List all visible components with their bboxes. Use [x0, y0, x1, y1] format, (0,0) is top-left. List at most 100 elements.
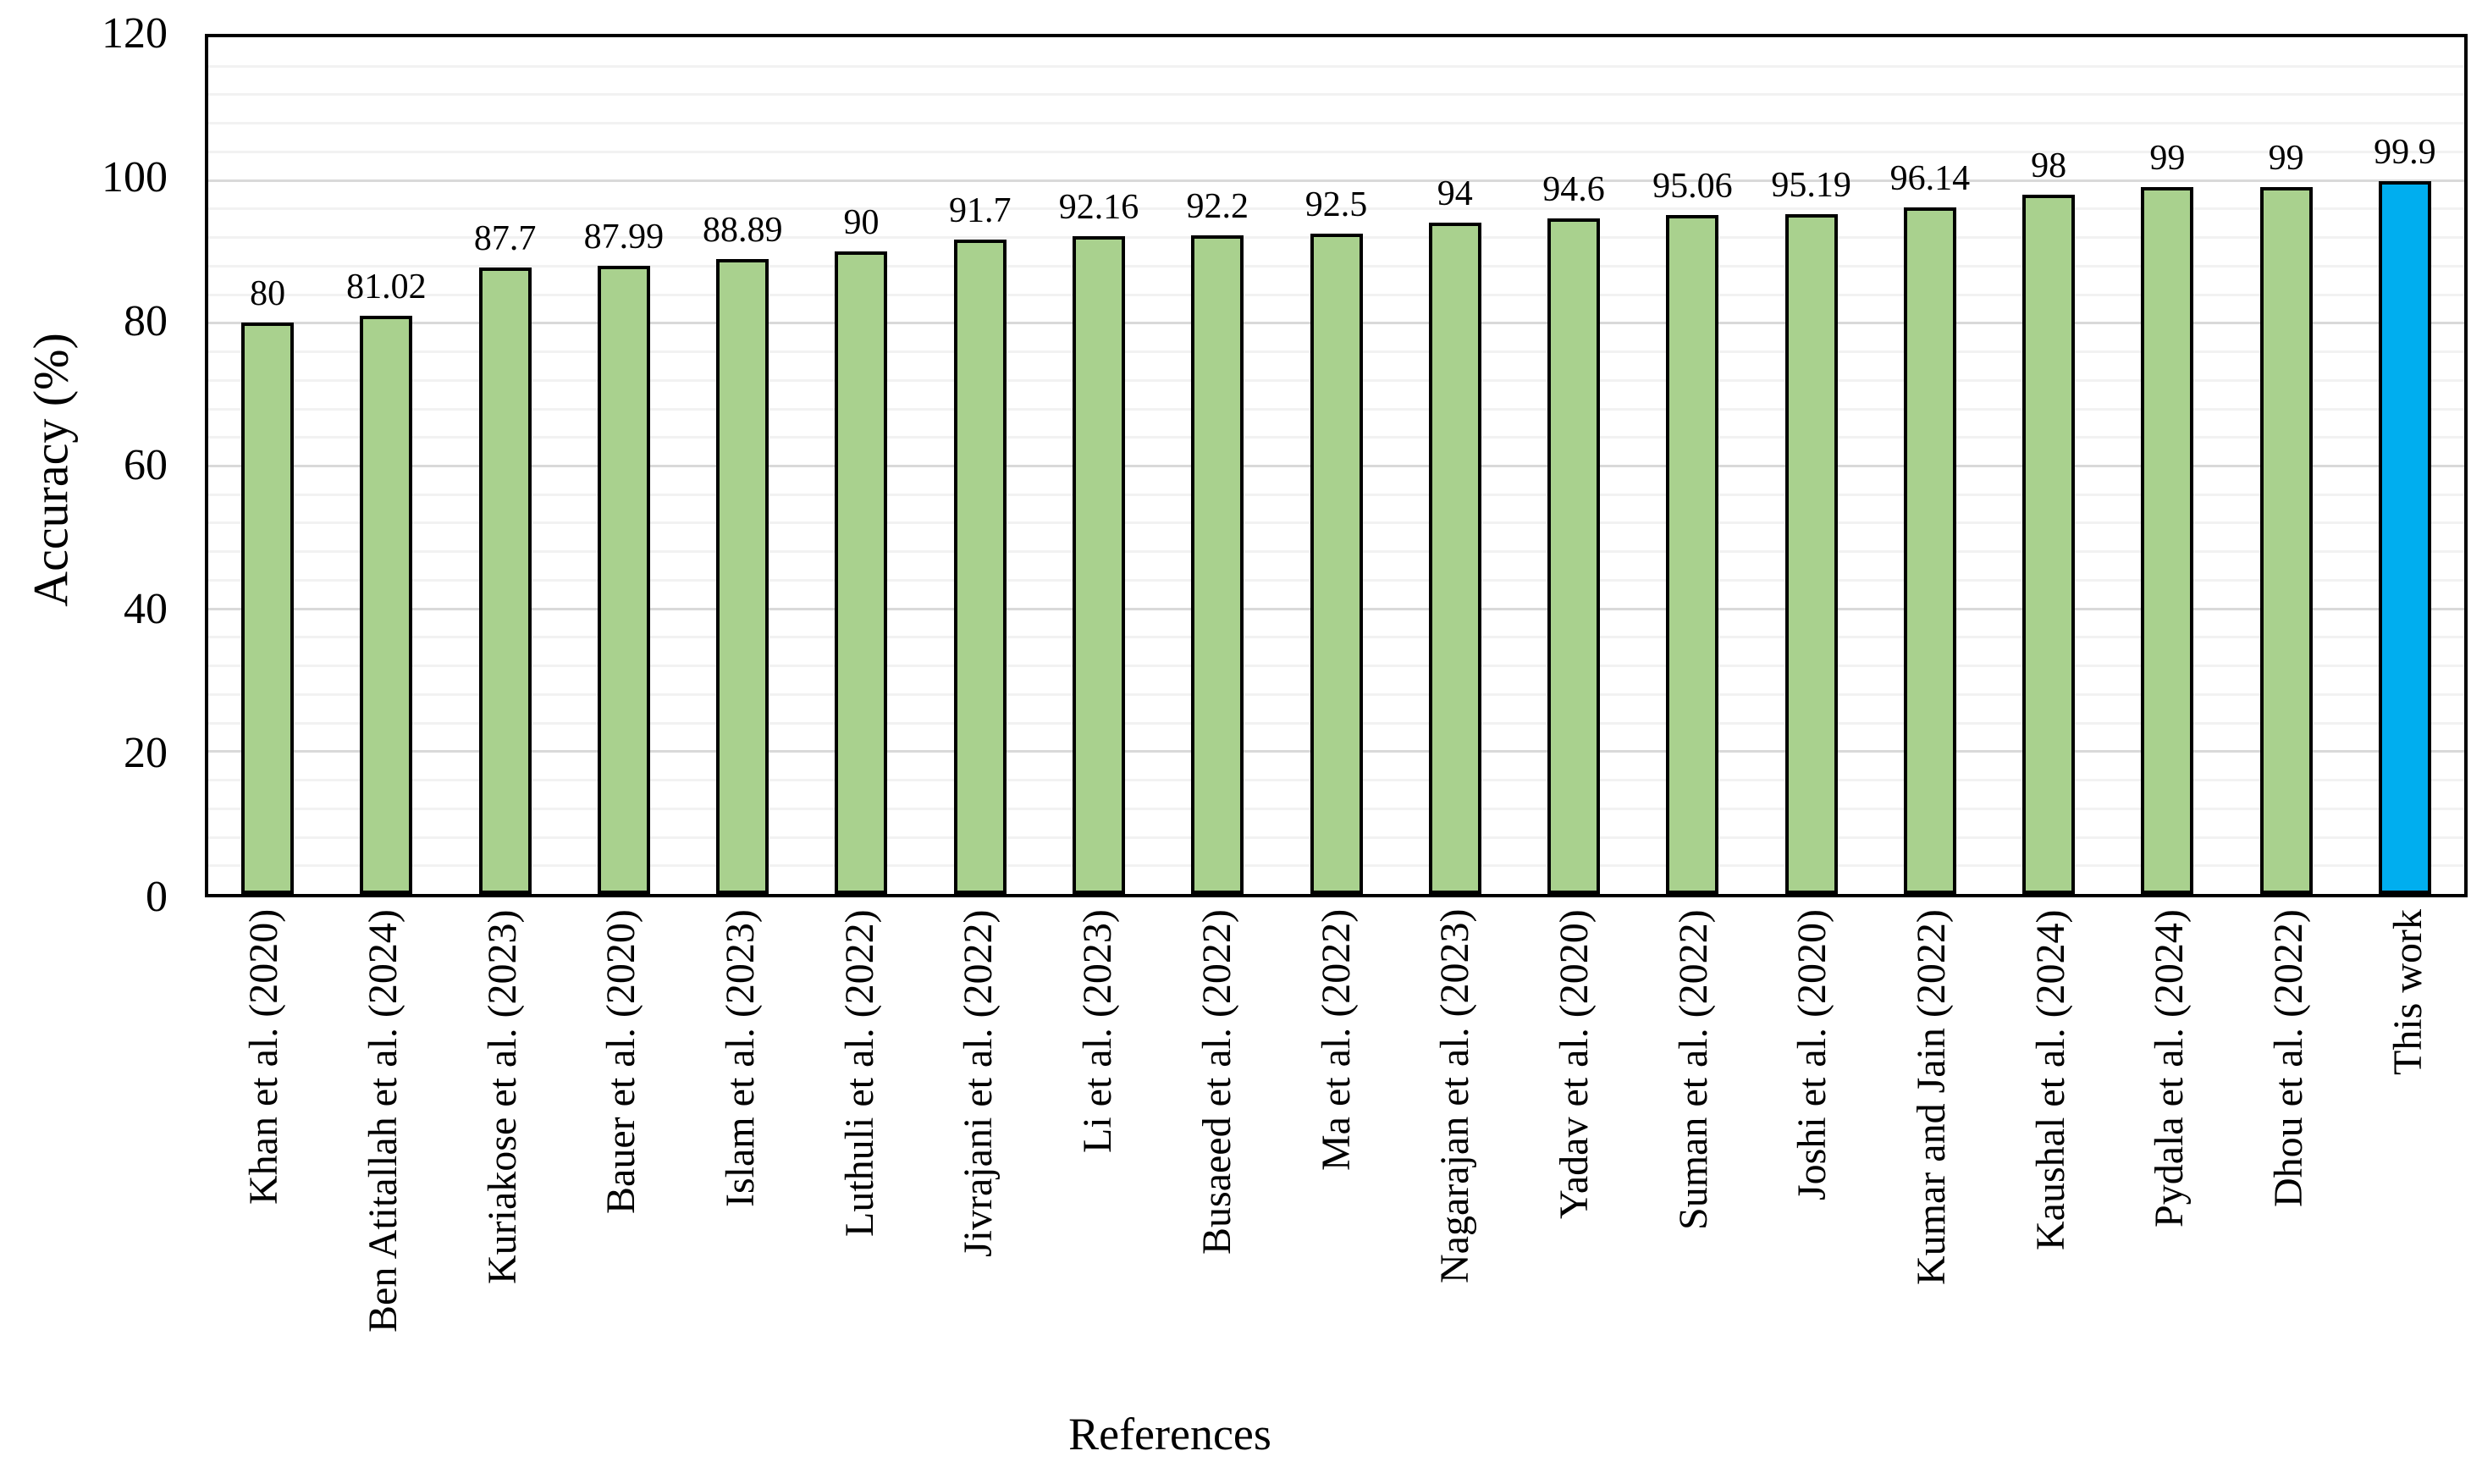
- x-label-cell: Khan et al. (2020): [205, 909, 324, 1409]
- bar: [2259, 187, 2313, 894]
- bar: [1428, 223, 1481, 894]
- x-category-label: Kaushal et al. (2024): [2027, 909, 2073, 1250]
- bar: [1072, 235, 1125, 894]
- bars-container: 80 81.02 87.7 87.99 88.89 90 91.7 92.16 92.2 92.5…: [208, 37, 2464, 894]
- bar-value-label: 99: [2268, 139, 2304, 179]
- bar-slot: 95.06: [1633, 37, 1751, 894]
- x-label-cell: Luthuli et al. (2022): [800, 909, 919, 1409]
- bar-value-label: 94.6: [1542, 170, 1605, 210]
- bar-value-label: 91.7: [948, 190, 1012, 230]
- x-category-label: Kuriakose et al. (2023): [479, 909, 525, 1284]
- x-category-label: Li et al. (2023): [1075, 909, 1121, 1153]
- plot-area: 80 81.02 87.7 87.99 88.89 90 91.7 92.16 92.2 92.5…: [205, 34, 2468, 897]
- bar-slot: 91.7: [921, 37, 1040, 894]
- bar-slot: 88.89: [683, 37, 802, 894]
- y-tick-label: 20: [124, 729, 168, 777]
- x-label-cell: Bauer et al. (2020): [562, 909, 681, 1409]
- bar-slot: 90: [802, 37, 920, 894]
- x-category-label: Luthuli et al. (2022): [836, 909, 882, 1237]
- x-category-label: Busaeed et al. (2022): [1194, 909, 1239, 1255]
- x-category-label: Bauer et al. (2020): [598, 909, 644, 1214]
- x-label-cell: Kaushal et al. (2024): [1991, 909, 2110, 1409]
- bar-slot: 99: [2108, 37, 2226, 894]
- x-axis-category-labels: Khan et al. (2020) Ben Atitallah et al. (…: [205, 909, 2468, 1409]
- x-category-label: Ma et al. (2022): [1313, 909, 1359, 1172]
- bar-slot: 99.9: [2346, 37, 2464, 894]
- bar-slot: 81.02: [327, 37, 445, 894]
- y-tick-label: 60: [124, 441, 168, 489]
- bar-value-label: 98: [2031, 146, 2067, 185]
- minor-gridline: [208, 207, 2464, 211]
- minor-gridline: [208, 64, 2464, 68]
- x-category-label: Ben Atitallah et al. (2024): [361, 909, 406, 1332]
- bar: [2141, 187, 2194, 894]
- bar: [953, 239, 1007, 894]
- y-tick-label: 100: [102, 152, 168, 201]
- bar: [241, 323, 295, 894]
- y-axis-tick-labels: 0 20 40 60 80 100 120: [0, 9, 179, 921]
- y-tick-label: 80: [124, 296, 168, 345]
- bar: [1191, 235, 1244, 894]
- bar-value-label: 90: [843, 203, 880, 242]
- bar-value-label: 87.99: [583, 217, 665, 257]
- bar-slot: 92.2: [1158, 37, 1277, 894]
- x-category-label: Joshi et al. (2020): [1790, 909, 1835, 1200]
- bar: [716, 259, 769, 894]
- x-label-cell: Busaeed et al. (2022): [1158, 909, 1277, 1409]
- x-category-label: Yadav et al. (2020): [1551, 909, 1597, 1219]
- bar: [835, 251, 888, 894]
- bar-slot: 96.14: [1871, 37, 1989, 894]
- bar: [478, 268, 532, 894]
- x-category-label: Suman et al. (2022): [1670, 909, 1716, 1230]
- bar: [360, 315, 413, 894]
- bar-value-label: 99: [2149, 139, 2186, 179]
- bar-slot: 99: [2227, 37, 2346, 894]
- x-category-label: Dhou et al. (2022): [2266, 909, 2312, 1207]
- x-category-label: Kumar and Jain (2022): [1908, 909, 1954, 1285]
- x-category-label: Islam et al. (2023): [718, 909, 764, 1207]
- x-category-label: Nagarajan et al. (2023): [1432, 909, 1478, 1284]
- x-label-cell: Joshi et al. (2020): [1753, 909, 1873, 1409]
- bar-value-label: 87.7: [473, 219, 537, 259]
- bar-this-work: [2378, 180, 2431, 894]
- bar-slot: 87.99: [565, 37, 683, 894]
- bar-slot: 87.7: [446, 37, 565, 894]
- bar-slot: 95.19: [1751, 37, 1870, 894]
- y-tick-label: 40: [124, 584, 168, 633]
- x-label-cell: Li et al. (2023): [1039, 909, 1158, 1409]
- minor-gridline: [208, 122, 2464, 125]
- bar: [597, 265, 650, 894]
- x-label-cell: Ma et al. (2022): [1277, 909, 1396, 1409]
- x-label-cell: This work: [2348, 909, 2468, 1409]
- bar: [1784, 214, 1838, 894]
- x-category-label: Khan et al. (2020): [241, 909, 287, 1205]
- bar-value-label: 95.06: [1652, 167, 1733, 207]
- bar: [1666, 215, 1719, 894]
- major-gridline: [208, 179, 2464, 182]
- x-label-cell: Dhou et al. (2022): [2230, 909, 2349, 1409]
- y-tick-label: 120: [102, 9, 168, 58]
- bar-slot: 80: [208, 37, 327, 894]
- x-axis-title: References: [1068, 1409, 1271, 1459]
- bar-slot: 94: [1396, 37, 1514, 894]
- x-category-label: Pydala et al. (2024): [2147, 909, 2192, 1227]
- x-label-cell: Pydala et al. (2024): [2110, 909, 2230, 1409]
- x-label-cell: Yadav et al. (2020): [1515, 909, 1635, 1409]
- x-category-label: This work: [2385, 909, 2430, 1075]
- bar-slot: 94.6: [1514, 37, 1633, 894]
- bar: [1547, 218, 1601, 894]
- x-category-label: Jivrajani et al. (2022): [956, 909, 1001, 1257]
- bar-value-label: 94: [1437, 174, 1473, 214]
- bar-slot: 98: [1989, 37, 2108, 894]
- bar-value-label: 80: [250, 274, 286, 314]
- x-label-cell: Nagarajan et al. (2023): [1396, 909, 1515, 1409]
- bar-value-label: 92.2: [1186, 187, 1249, 227]
- bar: [2022, 194, 2076, 894]
- minor-gridline: [208, 150, 2464, 153]
- minor-gridline: [208, 93, 2464, 97]
- x-label-cell: Jivrajani et al. (2022): [919, 909, 1039, 1409]
- x-label-cell: Islam et al. (2023): [681, 909, 801, 1409]
- bar: [1310, 233, 1363, 894]
- bar-slot: 92.5: [1277, 37, 1395, 894]
